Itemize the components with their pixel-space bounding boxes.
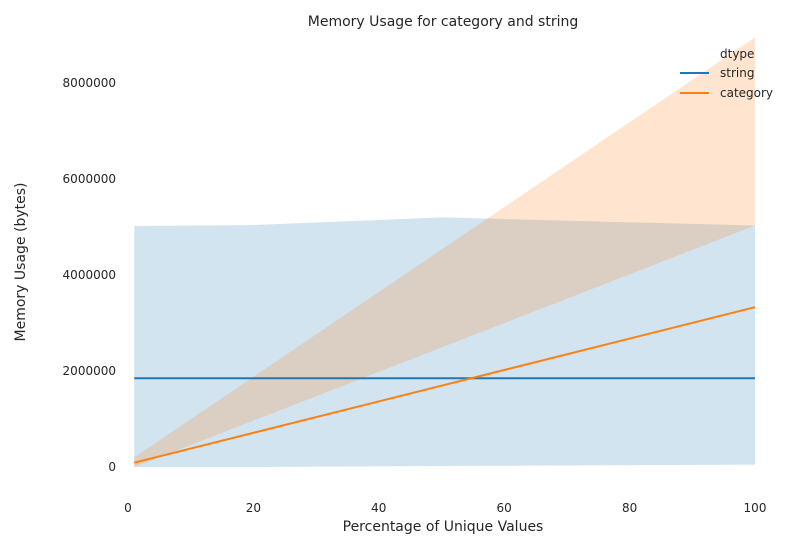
x-axis-ticks: 0 20 40 60 80 100 xyxy=(124,501,766,515)
y-axis-label: Memory Usage (bytes) xyxy=(13,183,29,342)
legend-items: string category xyxy=(680,66,773,100)
y-tick-label: 4000000 xyxy=(63,268,116,282)
legend-item-category: category xyxy=(680,86,773,100)
legend: dtype string category xyxy=(680,47,773,100)
x-tick-label: 20 xyxy=(246,501,261,515)
y-axis-ticks: 0 2000000 4000000 6000000 8000000 xyxy=(63,76,116,474)
y-tick-label: 0 xyxy=(108,460,116,474)
y-tick-label: 2000000 xyxy=(63,364,116,378)
x-tick-label: 0 xyxy=(124,501,132,515)
chart-title: Memory Usage for category and string xyxy=(308,14,578,30)
x-tick-label: 60 xyxy=(497,501,512,515)
x-tick-label: 80 xyxy=(622,501,637,515)
lines-layer xyxy=(134,306,756,464)
legend-item-string: string xyxy=(680,66,754,80)
x-axis-label: Percentage of Unique Values xyxy=(343,519,544,535)
legend-label: string xyxy=(720,66,754,80)
legend-label: category xyxy=(720,86,773,100)
confidence-band-string xyxy=(134,217,755,467)
confidence-band-category xyxy=(134,37,755,468)
series-line-category xyxy=(134,306,756,464)
y-tick-label: 8000000 xyxy=(63,76,116,90)
legend-title: dtype xyxy=(720,47,754,61)
x-tick-label: 100 xyxy=(744,501,767,515)
x-tick-label: 40 xyxy=(371,501,386,515)
bands-layer xyxy=(134,37,755,468)
y-tick-label: 6000000 xyxy=(63,172,116,186)
